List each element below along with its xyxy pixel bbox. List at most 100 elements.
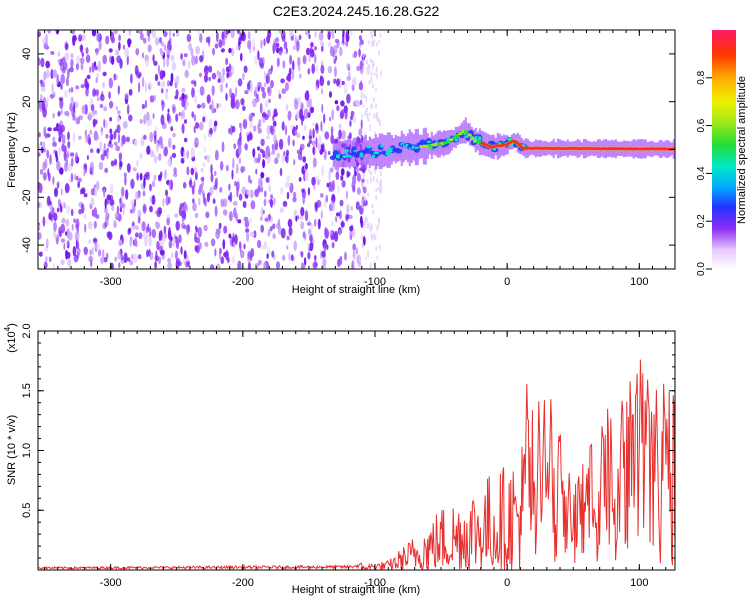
noise-speckle [278, 30, 283, 35]
noise-speckle [202, 116, 206, 123]
noise-speckle [88, 239, 92, 245]
noise-speckle [163, 44, 167, 52]
noise-speckle [40, 141, 43, 146]
noise-speckle [361, 72, 363, 76]
noise-speckle [49, 154, 52, 165]
noise-speckle [113, 130, 117, 140]
band-mid [446, 140, 451, 144]
noise-speckle [149, 183, 152, 192]
noise-speckle [103, 118, 106, 128]
noise-speckle [40, 57, 45, 68]
noise-speckle [363, 195, 366, 200]
noise-speckle [90, 197, 95, 206]
noise-speckle [85, 47, 89, 55]
noise-speckle [334, 100, 339, 105]
noise-speckle [42, 161, 47, 171]
noise-speckle [153, 134, 157, 145]
noise-speckle [182, 224, 187, 230]
noise-speckle [294, 99, 299, 110]
colorbar: 0.0 0.2 0.4 0.6 0.8 Normalized spectral ampl… [696, 30, 748, 276]
noise-speckle [315, 137, 318, 148]
noise-speckle [254, 188, 259, 198]
noise-speckle [293, 158, 296, 166]
noise-speckle [83, 193, 88, 198]
noise-speckle [168, 226, 171, 238]
noise-speckle [336, 105, 340, 112]
noise-speckle [267, 150, 271, 158]
noise-speckle [67, 140, 71, 149]
noise-speckle [328, 150, 331, 156]
noise-speckle [331, 241, 335, 249]
noise-speckle [58, 96, 64, 102]
noise-speckle [178, 234, 182, 244]
noise-speckle [71, 223, 74, 231]
noise-speckle [221, 141, 225, 153]
noise-speckle [106, 231, 112, 239]
noise-speckle [375, 188, 378, 193]
band-halo [400, 130, 403, 167]
noise-speckle [287, 135, 291, 146]
noise-speckle [172, 144, 176, 150]
noise-speckle [206, 155, 210, 163]
noise-speckle [80, 44, 83, 53]
noise-speckle [230, 125, 233, 136]
band-halo [378, 133, 381, 170]
noise-speckle [309, 234, 313, 243]
noise-speckle [371, 203, 374, 209]
noise-speckle [181, 124, 185, 132]
spectrogram-xlabel: Height of straight line (km) [292, 284, 420, 296]
x-tick-label: -200 [232, 276, 254, 288]
noise-speckle [89, 249, 93, 256]
noise-speckle [183, 53, 188, 58]
noise-speckle [330, 200, 336, 212]
noise-speckle [172, 133, 176, 138]
noise-speckle [45, 238, 49, 249]
band-mid [455, 134, 460, 138]
noise-speckle [103, 256, 108, 263]
noise-speckle [280, 78, 285, 84]
noise-speckle [286, 191, 290, 200]
noise-speckle [323, 244, 327, 252]
noise-speckle [313, 53, 317, 64]
noise-speckle [115, 128, 118, 133]
noise-speckle [318, 135, 322, 146]
noise-speckle [331, 109, 334, 120]
noise-speckle [152, 30, 156, 39]
svg-text:(x104): (x104) [3, 323, 18, 353]
noise-speckle [363, 93, 366, 98]
noise-speckle [301, 188, 305, 193]
noise-speckle [69, 67, 74, 73]
noise-speckle [70, 172, 74, 183]
noise-speckle [56, 207, 60, 213]
noise-speckle [135, 191, 140, 200]
noise-speckle [120, 254, 124, 261]
noise-speckle [160, 229, 163, 241]
noise-speckle [225, 57, 229, 66]
noise-speckle [298, 96, 301, 105]
noise-speckle [115, 49, 120, 56]
noise-speckle [135, 232, 139, 238]
noise-speckle [62, 60, 68, 71]
noise-speckle [47, 168, 50, 178]
noise-speckle [304, 210, 309, 222]
noise-speckle [265, 75, 269, 84]
noise-speckle [374, 88, 377, 92]
noise-speckle [228, 70, 232, 78]
band-mid [467, 133, 472, 137]
noise-speckle [193, 125, 196, 134]
noise-speckle [268, 98, 271, 103]
noise-speckle [144, 99, 148, 109]
noise-speckle [236, 181, 240, 192]
noise-speckle [133, 198, 137, 207]
noise-speckle [328, 91, 333, 98]
noise-speckle [56, 182, 60, 190]
noise-speckle [117, 133, 121, 144]
noise-speckle [243, 166, 246, 172]
noise-speckle [340, 168, 345, 176]
noise-speckle [57, 59, 61, 64]
noise-speckle [151, 194, 156, 206]
noise-speckle [67, 259, 72, 267]
noise-speckle [190, 48, 194, 57]
noise-speckle [70, 86, 74, 93]
noise-speckle [259, 102, 263, 114]
